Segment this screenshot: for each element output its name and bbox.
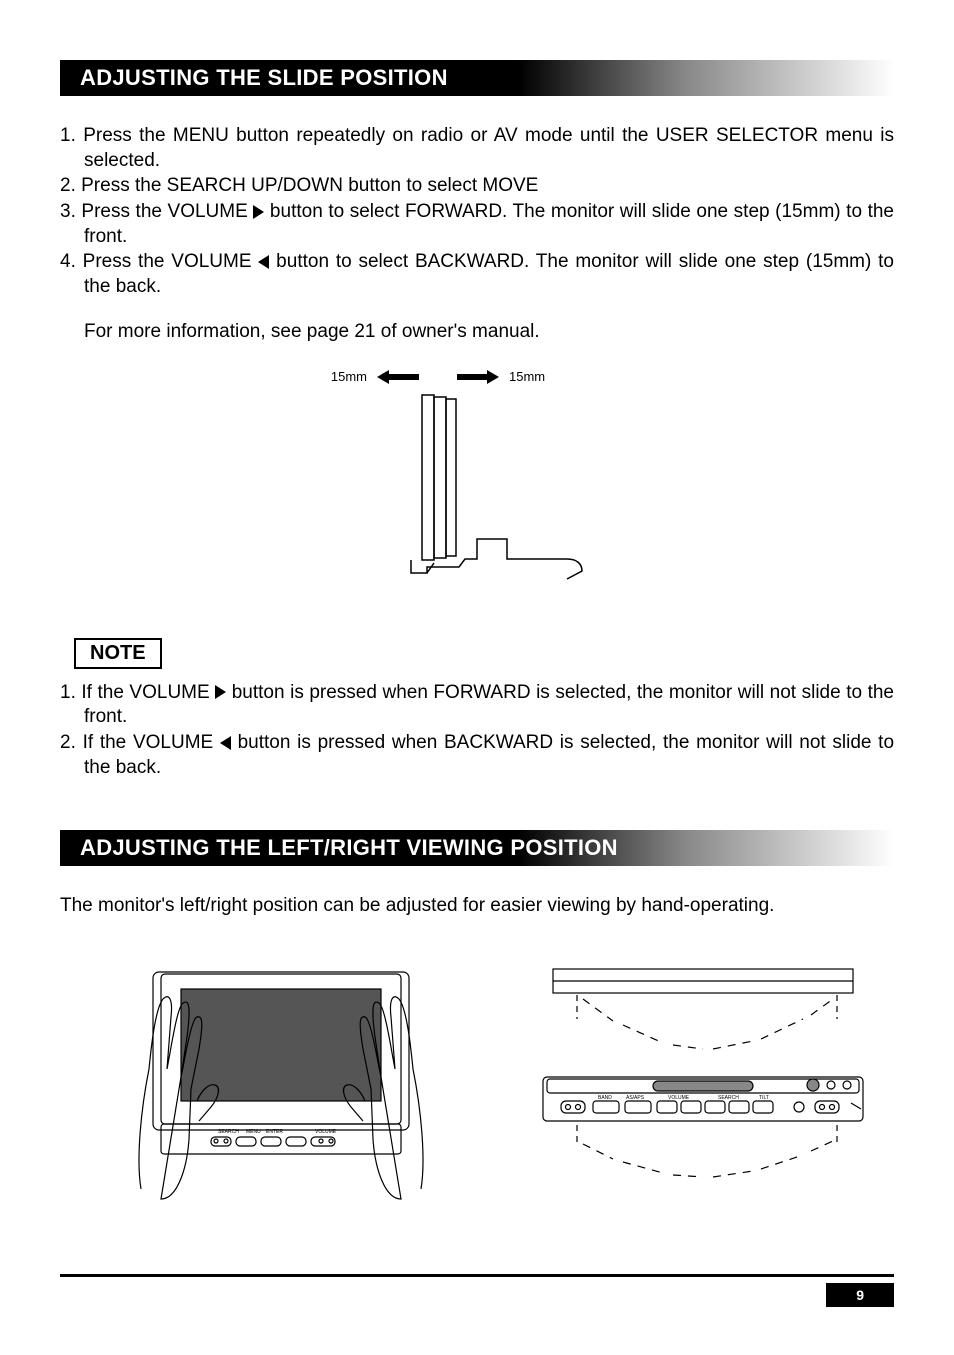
list-item: 4. Press the VOLUME button to select BAC… — [60, 250, 894, 299]
note-items-list: 1. If the VOLUME button is pressed when … — [60, 681, 894, 781]
svg-text:VOLUME: VOLUME — [315, 1129, 337, 1135]
triangle-left-icon — [220, 736, 231, 750]
svg-text:TILT: TILT — [759, 1095, 769, 1101]
svg-text:ENTER: ENTER — [266, 1129, 283, 1135]
list-item: 2. If the VOLUME button is pressed when … — [60, 731, 894, 780]
item-number: 2. — [60, 175, 81, 196]
slide-steps-list: 1. Press the MENU button repeatedly on r… — [60, 124, 894, 300]
fig-hands-front: SEARCH MENU ENTER VOLUME — [60, 949, 462, 1214]
svg-text:SEARCH: SEARCH — [718, 1095, 739, 1101]
dim-left-label: 15mm — [331, 369, 367, 384]
section-header-lr: ADJUSTING THE LEFT/RIGHT VIEWING POSITIO… — [60, 830, 894, 866]
triangle-left-icon — [258, 255, 269, 269]
lr-body-text: The monitor's left/right position can be… — [60, 894, 894, 919]
manual-page: ADJUSTING THE SLIDE POSITION 1. Press th… — [0, 0, 954, 1354]
more-info-text: For more information, see page 21 of own… — [84, 320, 894, 345]
note-label: NOTE — [90, 642, 146, 664]
note-box: NOTE — [74, 638, 162, 669]
dim-right-label: 15mm — [509, 369, 545, 384]
fig-swivel-top: BAND AS/APS VOLUME SEARCH TILT — [492, 949, 894, 1214]
section-title: ADJUSTING THE LEFT/RIGHT VIEWING POSITIO… — [80, 835, 618, 861]
triangle-right-icon — [215, 685, 226, 699]
svg-text:AS/APS: AS/APS — [626, 1095, 645, 1101]
svg-text:BAND: BAND — [598, 1095, 612, 1101]
list-item: 2. Press the SEARCH UP/DOWN button to se… — [60, 174, 894, 199]
svg-text:SEARCH: SEARCH — [218, 1129, 239, 1135]
page-footer: 9 — [60, 1274, 894, 1314]
svg-text:MENU: MENU — [246, 1129, 261, 1135]
item-number: 4. — [60, 251, 83, 272]
section-header-slide: ADJUSTING THE SLIDE POSITION — [60, 60, 894, 96]
item-number: 1. — [60, 682, 81, 703]
page-number: 9 — [826, 1283, 894, 1307]
list-item: 1. If the VOLUME button is pressed when … — [60, 681, 894, 730]
item-number: 1. — [60, 125, 83, 146]
item-number: 2. — [60, 732, 83, 753]
slide-figure: 15mm 15mm — [60, 363, 894, 598]
lr-figures: SEARCH MENU ENTER VOLUME — [60, 949, 894, 1214]
triangle-right-icon — [253, 205, 264, 219]
item-number: 3. — [60, 201, 81, 222]
section-title: ADJUSTING THE SLIDE POSITION — [80, 65, 448, 91]
list-item: 1. Press the MENU button repeatedly on r… — [60, 124, 894, 173]
svg-text:VOLUME: VOLUME — [668, 1095, 690, 1101]
list-item: 3. Press the VOLUME button to select FOR… — [60, 200, 894, 249]
